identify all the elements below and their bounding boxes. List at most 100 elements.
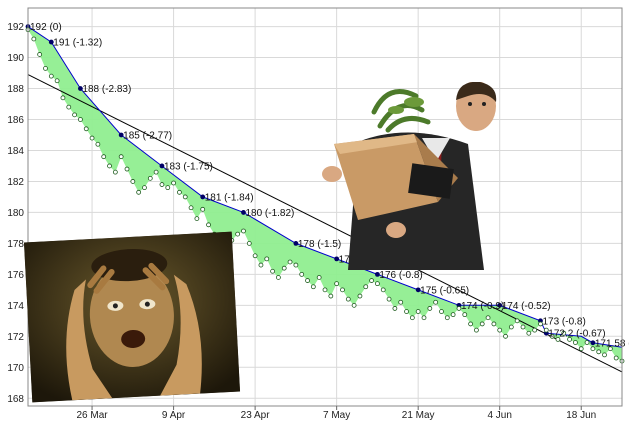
y-tick-label: 168 [7,394,24,405]
daily-reading-point [101,154,107,160]
daily-reading-point [328,293,334,299]
weigh-in-label: 178 (-1.5) [298,239,341,250]
y-tick-label: 174 [7,301,24,312]
x-axis-ticks: 26 Mar 9 Apr 23 Apr 7 May 21 May 4 Jun 18 Jun [76,406,596,421]
weigh-in-label: 176 (-0.8) [379,270,422,281]
daily-reading-point [89,135,95,141]
daily-reading-point [386,296,392,302]
x-tick-label: 26 Mar [76,410,108,421]
weigh-in-label: 172.2 (-0.67) [548,329,605,340]
daily-reading-point [345,296,351,302]
daily-reading-point [258,262,264,268]
y-tick-label: 184 [7,146,24,157]
daily-reading-point [322,287,328,293]
y-tick-label: 180 [7,208,24,219]
weigh-in-point [334,256,340,262]
y-tick-label: 172 [7,332,24,343]
weigh-in-label: 188 (-2.83) [82,84,131,95]
daily-reading-point [112,169,118,175]
daily-reading-point [206,222,211,228]
weigh-in-label: 183 (-1.75) [164,161,213,172]
y-tick-label: 188 [7,84,24,95]
daily-reading-point [573,340,578,345]
daily-reading-point [538,321,543,327]
trend-series [27,74,623,373]
daily-reading-point [503,333,508,339]
daily-reading-point [48,73,54,79]
daily-reading-point [252,253,258,259]
daily-reading-point [613,355,619,361]
x-tick-label: 7 May [323,410,350,421]
daily-reading-point [130,179,136,184]
daily-reading-point [409,315,415,321]
x-tick-label: 21 May [402,410,435,421]
daily-reading-point [491,321,497,327]
y-axis-ticks: 168 170 172 174 176 178 180 182 184 186 188 190 192 [7,22,24,405]
daily-reading-point [363,284,369,290]
daily-reading-point [83,126,89,132]
daily-reading-point [235,231,241,237]
daily-reading-point [561,330,567,336]
daily-reading-point [433,299,439,305]
daily-reading-point [153,169,159,175]
daily-reading-point [31,36,37,42]
daily-reading-point [340,287,345,293]
weigh-in-label: 191 (-1.32) [53,38,102,49]
daily-reading-point [398,299,404,305]
daily-reading-point [270,268,275,274]
daily-reading-point [514,318,520,324]
daily-reading-point [607,346,613,352]
daily-reading-point [246,240,252,246]
weigh-in-point [78,86,83,91]
weigh-in-point [48,39,54,45]
weigh-in-point [415,287,421,293]
daily-reading-point [444,315,450,321]
weigh-in-label: 180 (-1.82) [245,208,294,219]
daily-reading-point [456,306,462,311]
y-tick-label: 186 [7,115,24,126]
weigh-in-label: 174 (-0.52) [502,301,551,312]
daily-reading-point [392,306,398,311]
daily-reading-point [147,175,153,181]
daily-reading-point [136,189,142,195]
weigh-in-point [200,194,206,200]
daily-reading-point [66,104,72,110]
weigh-in-point [159,163,165,169]
daily-reading-point [299,271,305,277]
daily-reading-point [165,185,171,191]
daily-reading-point [369,278,374,283]
daily-reading-point [380,287,386,293]
daily-reading-point [590,346,596,352]
daily-reading-point [78,117,83,122]
weigh-in-point [293,240,299,246]
daily-reading-point [305,278,310,283]
daily-reading-point [194,216,200,222]
daily-reading-point [532,327,538,333]
daily-reading-point [450,312,456,318]
trend-line [27,74,623,373]
daily-reading-point [474,327,479,333]
daily-reading-point [159,182,165,187]
daily-reading-point [54,78,60,84]
daily-reading-point [584,340,590,345]
daily-reading-point [107,163,112,169]
weigh-in-label: 173 (-0.8) [542,316,585,327]
daily-reading-point [543,327,549,333]
daily-reading-point [171,180,176,186]
weigh-in-point [590,340,596,346]
daily-reading-point [37,52,43,57]
daily-reading-point [241,228,246,234]
weigh-in-point [375,271,380,277]
x-tick-label: 18 Jun [566,410,596,421]
weigh-in-label: 192 (0) [30,22,62,33]
weigh-in-label: 175 (-0.65) [420,285,469,296]
daily-reading-point [485,315,491,321]
daily-reading-point [188,205,194,211]
weigh-in-point [118,132,124,138]
weigh-in-point [241,210,246,215]
daily-reading-point [439,309,444,314]
daily-reading-point [567,337,572,342]
daily-reading-point [520,324,526,330]
daily-reading-point [293,262,299,268]
daily-reading-point [596,349,602,355]
